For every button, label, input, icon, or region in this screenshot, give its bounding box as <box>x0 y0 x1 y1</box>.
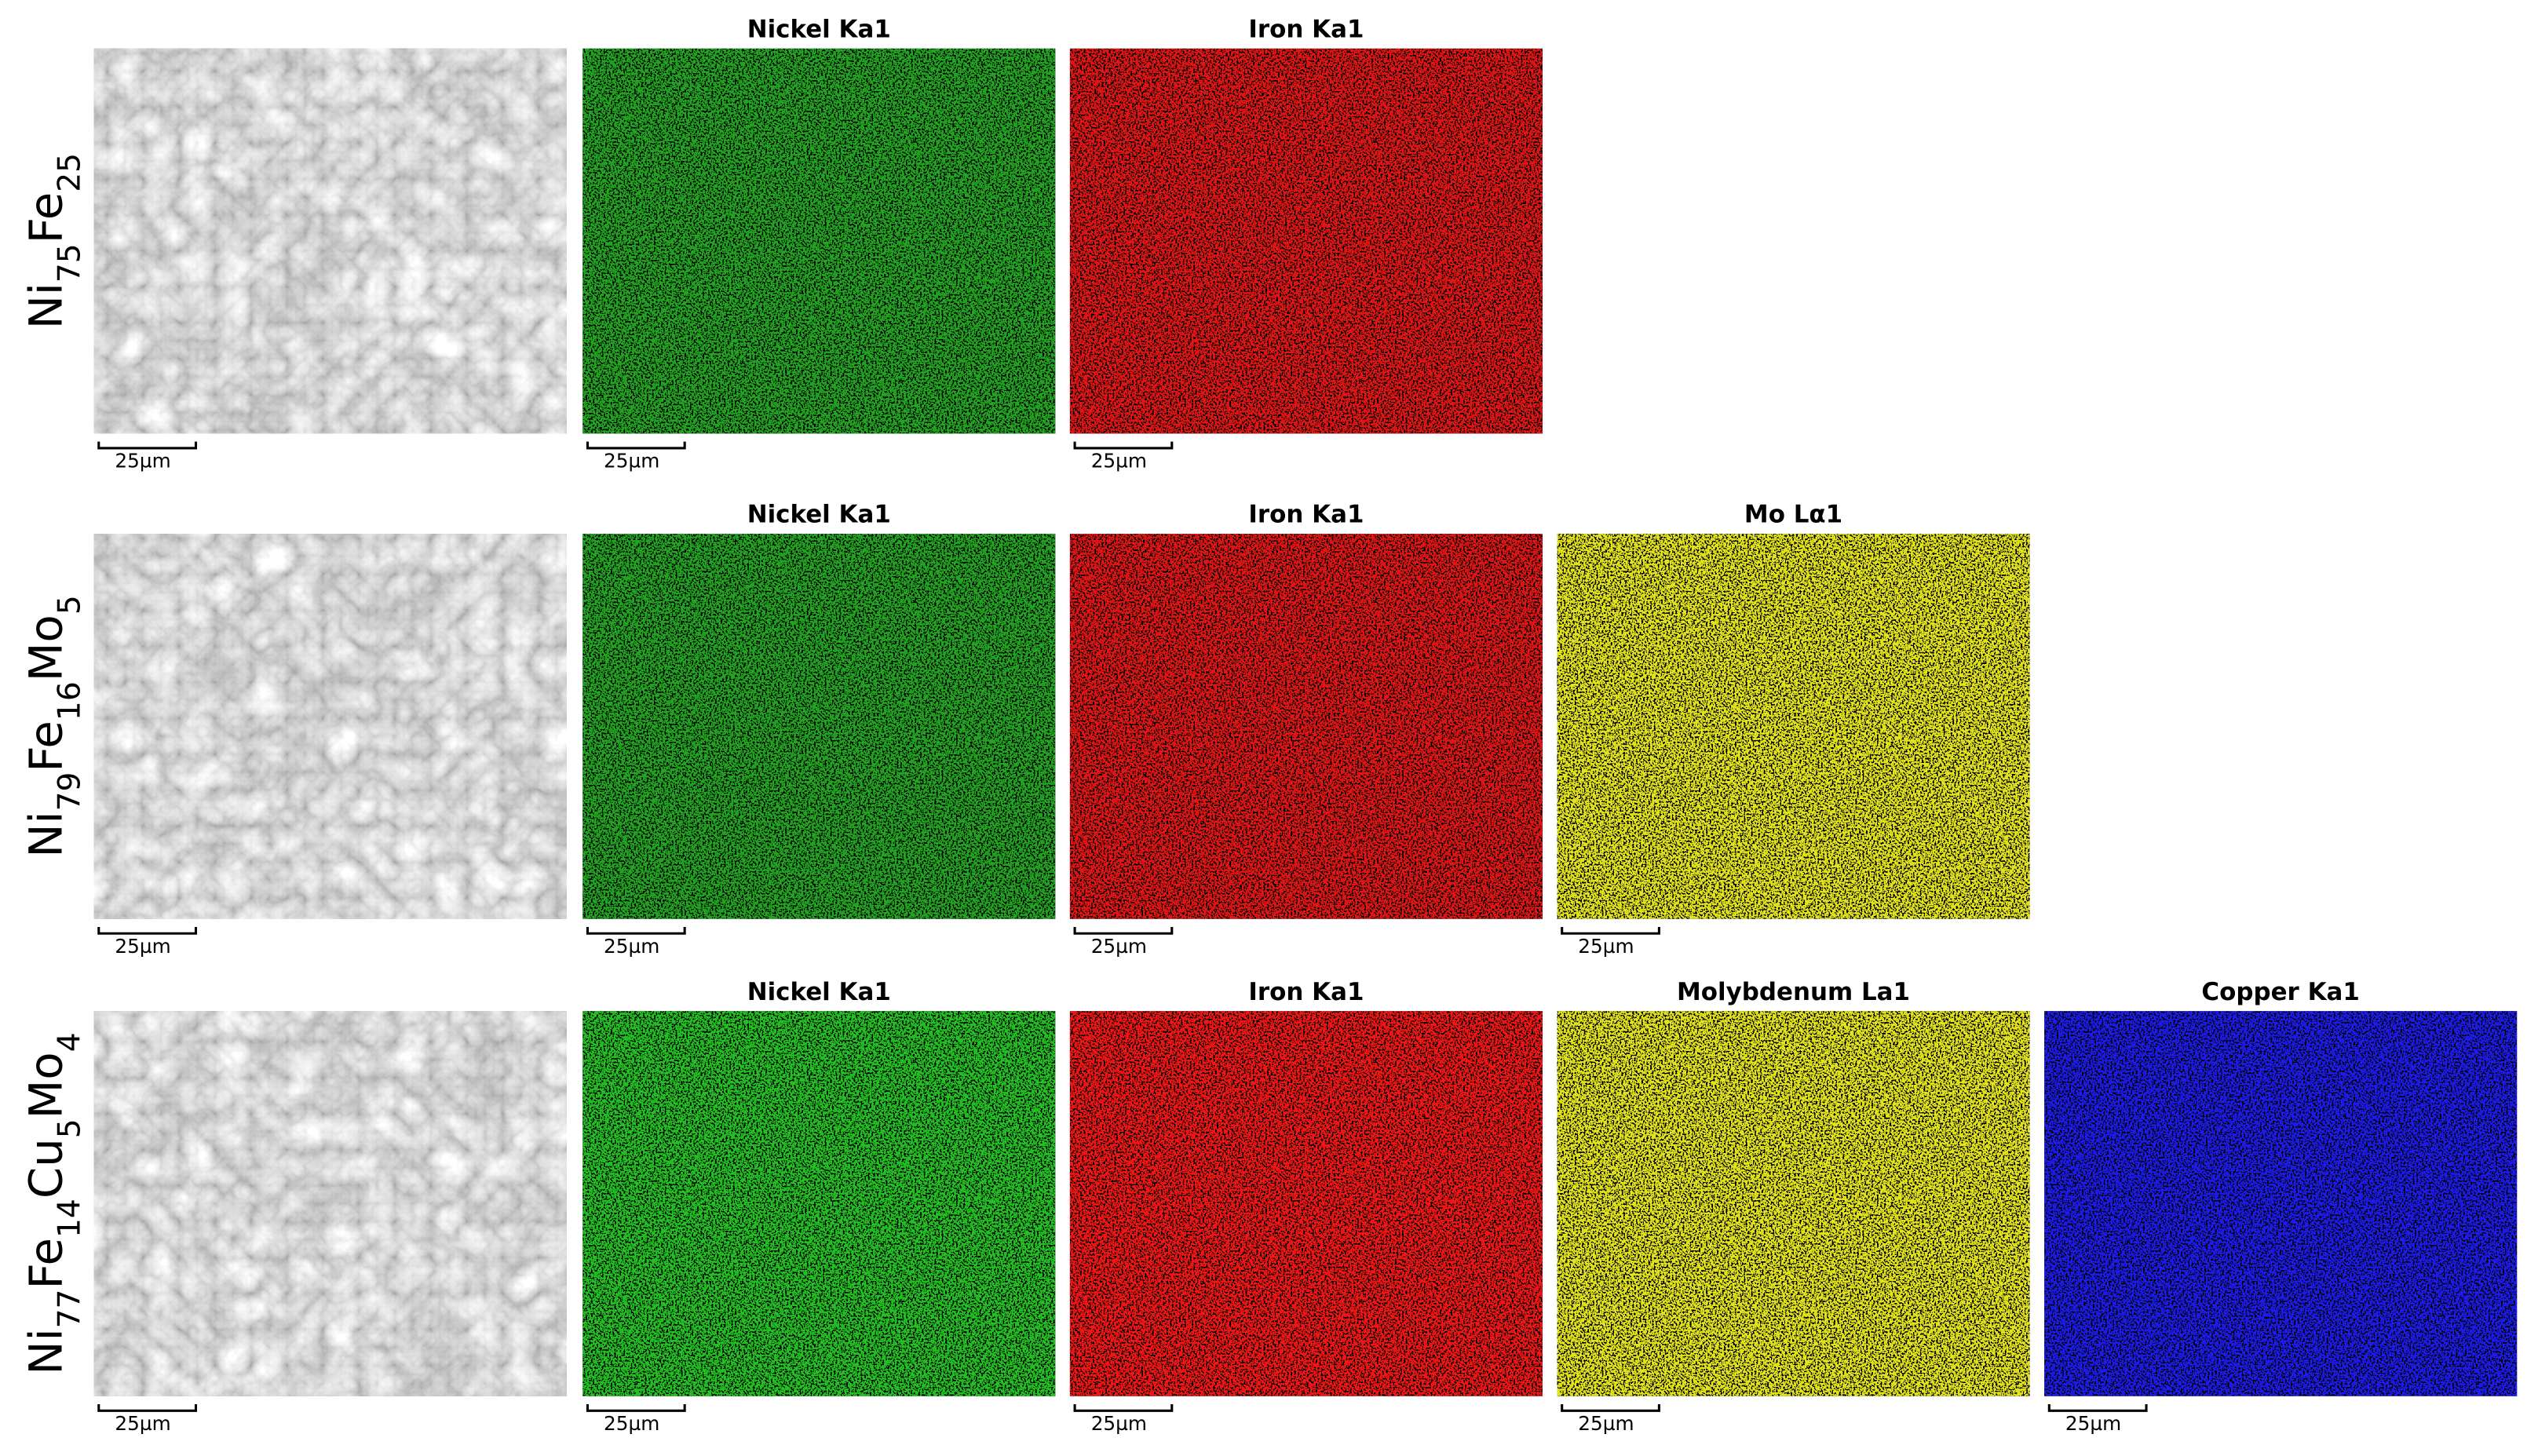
scale-bar-label: 25µm <box>1091 450 1147 473</box>
eds-map <box>582 534 1056 919</box>
scale-bar-label: 25µm <box>1091 935 1147 958</box>
sample-label: Ni79Fe16Mo5 <box>19 595 87 857</box>
eds-map <box>1557 534 2030 919</box>
sample-label: Ni77Fe14Cu5Mo4 <box>19 1032 87 1374</box>
sem-image <box>93 48 567 434</box>
element: Mo <box>19 1052 72 1118</box>
eds-map <box>1557 1011 2030 1396</box>
scale-bar <box>586 927 686 935</box>
scale-bar <box>97 1404 198 1412</box>
map-title: Iron Ka1 <box>1248 978 1364 1006</box>
element: Cu <box>19 1138 72 1199</box>
eds-map <box>1069 48 1543 434</box>
element: Ni <box>19 283 72 329</box>
subscript: 14 <box>52 1199 87 1238</box>
subscript: 5 <box>52 595 87 615</box>
sem-image <box>93 534 567 919</box>
scale-bar-label: 25µm <box>115 935 170 958</box>
eds-map <box>2044 1011 2518 1396</box>
sem-image <box>93 1011 567 1396</box>
scale-bar-label: 25µm <box>604 935 659 958</box>
map-title: Mo Lα1 <box>1744 501 1842 529</box>
element: Fe <box>19 192 72 244</box>
element: Ni <box>19 811 72 857</box>
subscript: 77 <box>52 1290 87 1329</box>
scale-bar <box>1561 927 1660 935</box>
scale-bar <box>97 441 198 450</box>
scale-bar <box>586 441 686 450</box>
scale-bar <box>586 1404 686 1412</box>
scale-bar-label: 25µm <box>2065 1412 2121 1435</box>
scale-bar-label: 25µm <box>115 450 170 473</box>
map-title: Nickel Ka1 <box>747 978 891 1006</box>
map-title: Nickel Ka1 <box>747 501 891 529</box>
element: Ni <box>19 1328 72 1374</box>
eds-map <box>1069 1011 1543 1396</box>
subscript: 4 <box>52 1032 87 1052</box>
eds-map <box>1069 534 1543 919</box>
subscript: 75 <box>52 243 87 283</box>
element: Fe <box>19 721 72 772</box>
map-title: Molybdenum La1 <box>1677 978 1910 1006</box>
scale-bar <box>2047 1404 2148 1412</box>
scale-bar <box>1073 441 1174 450</box>
scale-bar-label: 25µm <box>604 450 659 473</box>
scale-bar-label: 25µm <box>1578 1412 1634 1435</box>
element: Fe <box>19 1238 72 1290</box>
eds-map <box>582 48 1056 434</box>
map-title: Copper Ka1 <box>2201 978 2359 1006</box>
map-title: Iron Ka1 <box>1248 15 1364 43</box>
scale-bar-label: 25µm <box>604 1412 659 1435</box>
subscript: 16 <box>52 681 87 721</box>
scale-bar <box>1073 927 1174 935</box>
map-title: Nickel Ka1 <box>747 15 891 43</box>
subscript: 25 <box>52 153 87 192</box>
sample-label: Ni75Fe25 <box>19 153 87 329</box>
scale-bar-label: 25µm <box>1091 1412 1147 1435</box>
scale-bar <box>97 927 198 935</box>
scale-bar <box>1561 1404 1660 1412</box>
map-title: Iron Ka1 <box>1248 501 1364 529</box>
subscript: 79 <box>52 772 87 812</box>
subscript: 5 <box>52 1118 87 1138</box>
scale-bar-label: 25µm <box>1578 935 1634 958</box>
element: Mo <box>19 615 72 681</box>
scale-bar <box>1073 1404 1174 1412</box>
eds-map <box>582 1011 1056 1396</box>
scale-bar-label: 25µm <box>115 1412 170 1435</box>
